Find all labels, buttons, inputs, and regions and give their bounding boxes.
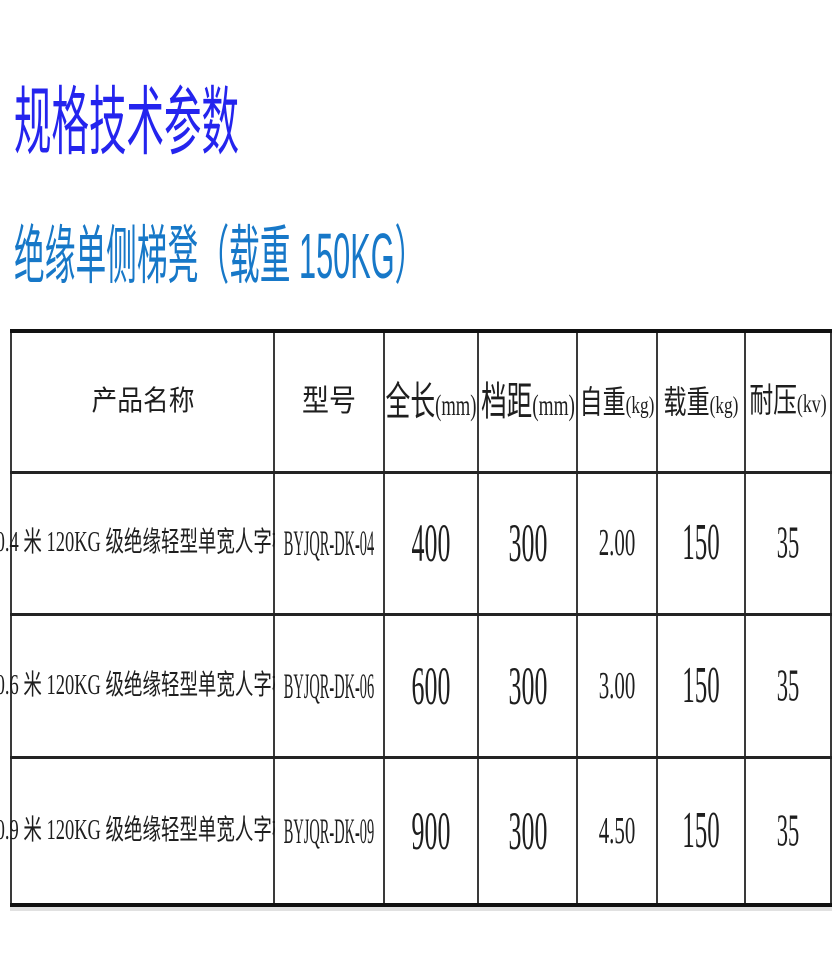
header-spacing: 档距(mm) [477,329,578,474]
header-length: 全长(mm) [383,329,479,474]
header-product-name: 产品名称 [10,329,275,474]
load-cell: 150 [656,755,746,907]
model-cell: BYJQR-DK-04 [273,470,385,616]
section-subtitle: 绝缘单侧梯凳（载重 150KG） [14,220,426,292]
length-cell: 400 [383,470,479,616]
voltage-cell: 35 [744,612,832,759]
header-label: 档距(mm) [480,378,575,424]
voltage-cell: 35 [744,470,832,616]
table-header-row: 产品名称 型号 全长(mm) 档距(mm) 自重(kg) 载重(kg) [10,329,832,474]
header-voltage: 耐压(kv) [744,329,832,474]
weight-cell: 2.00 [576,470,658,616]
product-name-cell: 0.9 米 120KG 级绝缘轻型单宽人字梯 [0,755,290,907]
load-cell: 150 [656,612,746,759]
spacing-cell: 300 [477,755,578,907]
load-cell: 150 [656,470,746,616]
product-name-cell: 0.4 米 120KG 级绝缘轻型单宽人字梯 [0,470,290,616]
header-model: 型号 [273,329,385,474]
table-row: 0.6 米 120KG 级绝缘轻型单宽人字梯 BYJQR-DK-06 600 3… [0,612,832,759]
header-label: 自重(kg) [579,383,655,420]
header-label: 耐压(kv) [749,382,827,420]
header-weight: 自重(kg) [576,329,658,474]
table-row: 0.9 米 120KG 级绝缘轻型单宽人字梯 BYJQR-DK-09 900 3… [0,755,832,907]
header-load: 载重(kg) [656,329,746,474]
model-cell: BYJQR-DK-09 [273,755,385,907]
spec-table: 产品名称 型号 全长(mm) 档距(mm) 自重(kg) 载重(kg) [0,329,832,907]
header-label: 载重(kg) [663,383,739,420]
spacing-cell: 300 [477,612,578,759]
length-cell: 600 [383,612,479,759]
voltage-cell: 35 [744,755,832,907]
header-label: 型号 [302,384,356,418]
header-label: 全长(mm) [385,378,477,424]
weight-cell: 3.00 [576,612,658,759]
table-row: 0.4 米 120KG 级绝缘轻型单宽人字梯 BYJQR-DK-04 400 3… [0,470,832,616]
weight-cell: 4.50 [576,755,658,907]
model-cell: BYJQR-DK-06 [273,612,385,759]
product-name-cell: 0.6 米 120KG 级绝缘轻型单宽人字梯 [0,612,290,759]
length-cell: 900 [383,755,479,907]
spacing-cell: 300 [477,470,578,616]
header-label: 产品名称 [90,385,195,417]
page-title: 规格技术参数 [14,82,240,165]
